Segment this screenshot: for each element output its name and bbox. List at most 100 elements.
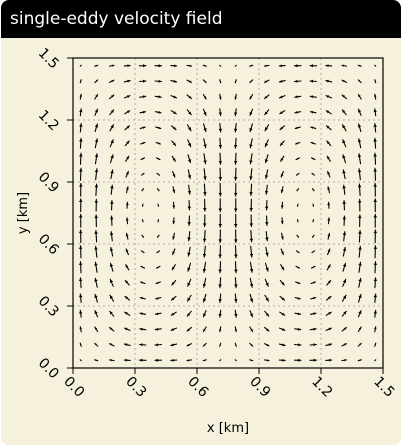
velocity-arrow	[295, 141, 301, 145]
velocity-arrow	[325, 95, 333, 99]
velocity-arrow	[202, 64, 207, 67]
velocity-arrow	[186, 310, 192, 317]
velocity-arrow	[155, 281, 161, 285]
velocity-arrow	[124, 110, 131, 115]
velocity-arrow	[249, 245, 254, 258]
velocity-arrow	[296, 188, 300, 192]
velocity-arrow	[79, 93, 83, 100]
velocity-arrow	[233, 198, 238, 213]
velocity-arrow	[280, 232, 284, 240]
velocity-arrow	[325, 327, 333, 331]
velocity-arrow	[234, 359, 237, 362]
velocity-arrow	[108, 64, 115, 67]
velocity-arrow	[154, 343, 162, 347]
velocity-arrow	[218, 152, 223, 165]
velocity-arrow	[264, 310, 270, 317]
velocity-arrow	[187, 154, 192, 164]
velocity-arrow	[218, 182, 223, 197]
velocity-arrow	[139, 79, 147, 83]
velocity-arrow	[108, 359, 115, 362]
velocity-arrow	[357, 153, 362, 165]
velocity-arrow	[155, 157, 161, 161]
velocity-arrow	[295, 172, 300, 176]
velocity-arrow	[219, 64, 222, 67]
velocity-arrow	[265, 246, 269, 257]
velocity-arrow	[94, 93, 99, 100]
velocity-arrow	[79, 359, 82, 362]
velocity-arrow	[125, 232, 129, 240]
velocity-arrow	[202, 359, 207, 362]
velocity-arrow	[234, 213, 238, 228]
velocity-arrow	[187, 200, 192, 211]
velocity-arrow	[295, 281, 301, 285]
velocity-arrow	[233, 167, 238, 181]
velocity-arrow	[373, 261, 378, 274]
velocity-arrow	[171, 264, 176, 271]
velocity-arrow	[373, 229, 378, 244]
velocity-arrow	[373, 122, 377, 133]
velocity-arrow	[311, 188, 315, 192]
velocity-arrow	[342, 231, 347, 242]
velocity-arrow	[154, 64, 163, 68]
velocity-arrow	[312, 219, 315, 223]
velocity-arrow	[109, 310, 115, 317]
velocity-arrow	[234, 229, 238, 244]
velocity-arrow	[233, 182, 238, 197]
velocity-arrow	[264, 278, 269, 287]
velocity-arrow	[233, 152, 238, 165]
velocity-arrow	[357, 310, 362, 318]
velocity-arrow	[78, 261, 83, 274]
velocity-arrow	[327, 186, 331, 194]
velocity-arrow	[295, 157, 301, 161]
velocity-arrow	[249, 108, 254, 116]
velocity-arrow	[325, 64, 333, 68]
velocity-arrow	[94, 310, 99, 318]
velocity-arrow	[94, 64, 99, 67]
velocity-arrow	[109, 278, 114, 287]
velocity-arrow	[154, 79, 162, 83]
velocity-arrow	[110, 200, 114, 211]
velocity-arrow	[170, 311, 177, 316]
velocity-arrow	[170, 95, 178, 99]
velocity-arrow	[125, 217, 129, 225]
velocity-arrow	[249, 198, 253, 212]
velocity-arrow	[296, 219, 299, 223]
velocity-arrow	[202, 310, 207, 318]
velocity-arrow	[249, 310, 254, 318]
velocity-arrow	[141, 234, 145, 238]
velocity-arrow	[125, 170, 129, 178]
velocity-arrow	[94, 326, 99, 333]
velocity-arrow	[157, 203, 160, 207]
velocity-arrow	[79, 326, 82, 333]
velocity-arrow	[342, 169, 346, 180]
velocity-arrow	[218, 137, 223, 149]
velocity-arrow	[187, 262, 192, 272]
velocity-arrow	[218, 229, 222, 244]
velocity-arrow	[79, 182, 83, 197]
velocity-arrow	[293, 358, 302, 362]
velocity-arrow	[296, 234, 300, 238]
velocity-arrow	[218, 213, 222, 228]
x-tick-label: 0.3	[122, 374, 149, 401]
velocity-arrow	[249, 183, 253, 197]
velocity-arrow	[109, 154, 114, 164]
velocity-arrow	[249, 326, 254, 333]
velocity-arrow	[309, 312, 317, 316]
velocity-arrow	[373, 198, 377, 213]
velocity-arrow	[325, 311, 332, 316]
velocity-arrow	[264, 94, 270, 100]
velocity-arrow	[264, 262, 269, 272]
velocity-arrow	[218, 122, 223, 133]
velocity-arrow	[310, 296, 317, 300]
velocity-arrow	[140, 281, 146, 285]
velocity-arrow	[234, 93, 237, 100]
velocity-arrow	[219, 342, 222, 347]
velocity-arrow	[373, 213, 378, 228]
velocity-arrow	[170, 125, 177, 131]
y-axis-label: y [km]	[16, 192, 31, 234]
velocity-arrow	[326, 264, 331, 271]
velocity-arrow	[186, 94, 192, 100]
y-tick-label: 0.0	[35, 355, 62, 382]
velocity-arrow	[108, 79, 115, 83]
